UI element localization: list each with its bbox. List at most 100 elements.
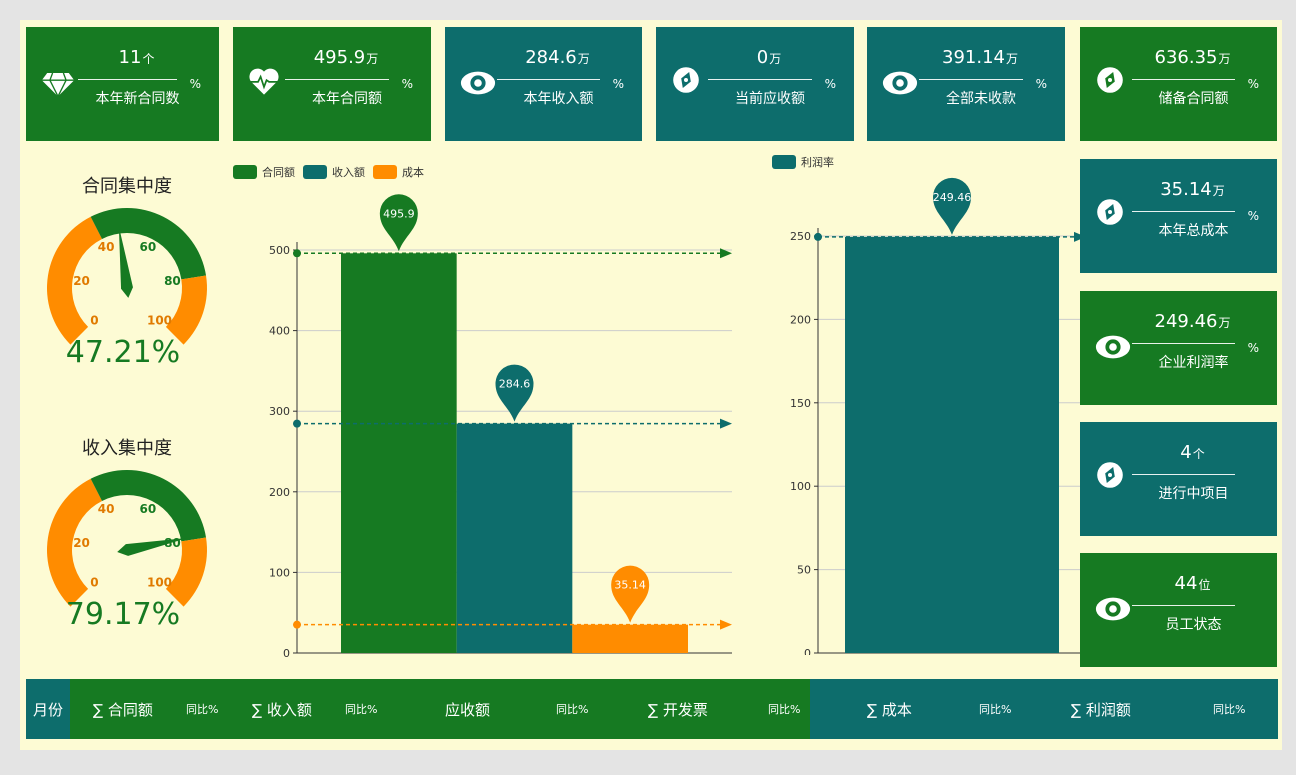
markline-arrow — [1074, 231, 1080, 242]
footer-month[interactable]: 月份 — [33, 701, 64, 719]
side-card-1-unit: 万 — [1218, 316, 1231, 330]
top-card-2-unit: 万 — [577, 52, 590, 66]
bar-成本[interactable] — [572, 624, 688, 653]
side-card-0-value: 35.14万 — [1080, 179, 1277, 200]
bar-合同额[interactable] — [341, 253, 457, 653]
side-card-0-percent: % — [1247, 209, 1259, 223]
side-card-1-number: 249.46 — [1154, 311, 1218, 332]
footer-receivable[interactable]: 应收额 — [445, 701, 491, 719]
top-card-5-label: 储备合同额 — [1158, 91, 1229, 107]
bar-收入额[interactable] — [456, 423, 573, 653]
marker-pin-利润率-label: 249.46 — [933, 191, 972, 204]
marker-pin-成本: 35.14 — [611, 565, 650, 623]
footer-receivable-yoy[interactable]: 同比% — [556, 703, 589, 716]
top-card-0-divider — [78, 79, 177, 80]
side-card-0-label: 本年总成本 — [1158, 223, 1229, 239]
kpi-card-reserve-contracts[interactable]: 636.35万 储备合同额% — [1080, 27, 1277, 141]
monthly-summary-header: 月份 ∑ 合同额 同比% ∑ 收入额 同比% 应收额 同比% ∑ 开发票 同比%… — [26, 679, 1278, 739]
eye-icon — [459, 64, 499, 104]
marker-pin-合同额: 495.9 — [379, 194, 418, 252]
legend-swatch-cost — [373, 165, 397, 179]
gauge-band-0 — [47, 216, 103, 345]
top-card-1-divider — [285, 79, 389, 80]
markline-dot — [814, 232, 822, 241]
gauge-needle — [117, 537, 188, 556]
footer-invoice-sum[interactable]: ∑ 开发票 — [648, 701, 708, 719]
y-tick-label: 50 — [797, 564, 811, 577]
diamond-icon — [40, 64, 80, 104]
top-card-3-value: 0万 — [656, 47, 854, 68]
kpi-card-contract-amount[interactable]: 495.9万 本年合同额% — [233, 27, 431, 141]
kpi-card-uncollected[interactable]: 391.14万 全部未收款% — [867, 27, 1065, 141]
side-card-3-number: 44 — [1174, 573, 1198, 594]
kpi-card-income[interactable]: 284.6万 本年收入额% — [445, 27, 642, 141]
gauge-tick-60: 60 — [140, 502, 157, 516]
gauge-value-income: 79.17% — [65, 597, 181, 632]
footer-cost-sum[interactable]: ∑ 成本 — [867, 701, 912, 719]
gauge-tick-0: 0 — [90, 576, 98, 590]
footer-contract-yoy[interactable]: 同比% — [186, 703, 219, 716]
top-card-4-divider — [919, 79, 1023, 80]
top-card-3-label: 当前应收额 — [735, 91, 805, 107]
gauge-tick-20: 20 — [73, 274, 90, 288]
side-card-2-number: 4 — [1180, 442, 1192, 463]
top-card-3-percent: % — [824, 77, 836, 91]
top-card-4-label: 全部未收款 — [946, 91, 1016, 107]
top-card-2-divider — [497, 79, 600, 80]
kpi-card-staff-status[interactable]: 44位 员工状态 — [1080, 553, 1277, 667]
footer-income-sum[interactable]: ∑ 收入额 — [252, 701, 312, 719]
top-card-1-unit: 万 — [366, 52, 379, 66]
compass-icon — [1094, 196, 1134, 236]
top-card-0-number: 11 — [118, 47, 142, 68]
gauge-needle — [118, 226, 133, 298]
legend-label-cost: 成本 — [402, 166, 424, 179]
gauge-tick-100: 100 — [147, 576, 172, 590]
top-card-0-label: 本年新合同数 — [95, 91, 180, 107]
eye-icon — [1094, 328, 1134, 368]
markline-arrow — [720, 248, 732, 259]
legend-swatch-profit-rate — [772, 155, 796, 169]
chart1-legend[interactable]: 合同额 收入额 成本 — [233, 164, 424, 180]
gauge-title-contract: 合同集中度 — [82, 176, 172, 197]
top-card-2-percent: % — [612, 77, 624, 91]
legend-swatch-contract — [233, 165, 257, 179]
top-card-5-value: 636.35万 — [1080, 47, 1277, 68]
top-card-2-number: 284.6 — [525, 47, 577, 68]
gauge-tick-0: 0 — [90, 314, 98, 328]
footer-profit-sum[interactable]: ∑ 利润额 — [1071, 701, 1131, 719]
y-tick-label: 200 — [269, 486, 290, 499]
side-card-0-divider — [1132, 211, 1235, 212]
gauge-title-income: 收入集中度 — [82, 438, 172, 459]
gauge-tick-40: 40 — [98, 502, 115, 516]
gauge-band-0 — [47, 478, 103, 607]
markline-dot — [293, 620, 301, 629]
contract-concentration-gauge: 0 20 40 60 80 100 — [47, 208, 207, 345]
kpi-card-total-cost[interactable]: 35.14万本年总成本% — [1080, 159, 1277, 273]
footer-month-cell — [26, 679, 70, 739]
kpi-card-receivable[interactable]: 0万当前应收额% — [656, 27, 854, 141]
y-tick-label: 300 — [269, 405, 290, 418]
footer-income-yoy[interactable]: 同比% — [345, 703, 378, 716]
marker-pin-成本-label: 35.14 — [614, 579, 646, 592]
side-card-3-unit: 位 — [1198, 578, 1211, 592]
y-tick-label: 100 — [790, 480, 811, 493]
footer-cost-yoy[interactable]: 同比% — [979, 703, 1012, 716]
compass-icon — [1094, 64, 1134, 104]
kpi-card-active-projects[interactable]: 4个 进行中项目 — [1080, 422, 1277, 536]
top-card-1-value: 495.9万 — [233, 47, 431, 68]
marker-pin-合同额-label: 495.9 — [383, 207, 415, 220]
compass-icon — [1094, 459, 1134, 499]
kpi-card-new-contracts[interactable]: 11个 本年新合同数% — [26, 27, 219, 141]
top-card-4-percent: % — [1035, 77, 1047, 91]
gauge-tick-80: 80 — [164, 274, 181, 288]
top-card-4-unit: 万 — [1005, 52, 1018, 66]
bar-利润率[interactable] — [845, 236, 1059, 653]
top-card-3-divider — [708, 79, 812, 80]
kpi-card-profit-rate[interactable]: 249.46万 企业利润率% — [1080, 291, 1277, 405]
footer-invoice-yoy[interactable]: 同比% — [768, 703, 801, 716]
footer-contract-sum[interactable]: ∑ 合同额 — [93, 701, 153, 719]
markline-arrow — [720, 619, 732, 630]
chart2-legend[interactable]: 利润率 — [772, 154, 834, 170]
footer-profit-yoy[interactable]: 同比% — [1213, 703, 1246, 716]
